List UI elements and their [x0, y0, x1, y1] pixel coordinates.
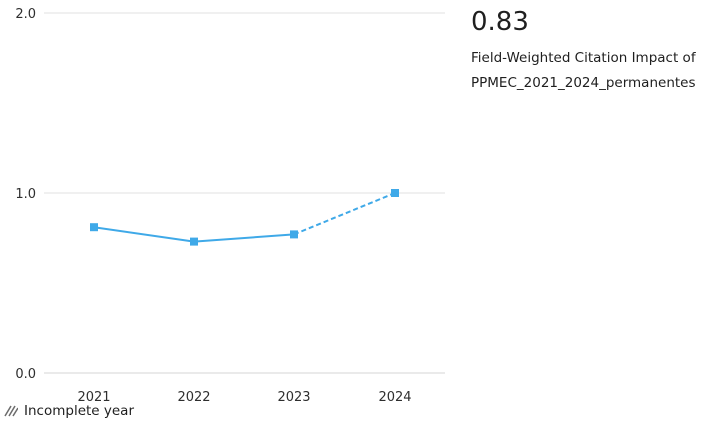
data-point — [290, 230, 298, 239]
y-tick-label: 1.0 — [15, 187, 36, 202]
metric-description: Field-Weighted Citation Impact of PPMEC_… — [471, 50, 696, 91]
data-point — [391, 189, 399, 197]
fwci-line-chart: 0.0 1.0 2.0 2021 2022 2023 2024 — [15, 7, 445, 405]
metric-value: 0.83 — [471, 7, 529, 37]
series-segment — [93, 226, 195, 243]
y-tick-label: 0.0 — [15, 367, 36, 382]
legend-incomplete-year: Incomplete year — [4, 403, 134, 419]
series-lines — [93, 192, 396, 243]
gridlines — [44, 12, 445, 374]
data-point — [190, 237, 198, 246]
hatch-icon — [4, 405, 18, 417]
series-points — [90, 189, 399, 246]
data-point — [90, 223, 98, 232]
y-axis-ticks: 0.0 1.0 2.0 — [15, 7, 36, 382]
x-tick-label: 2024 — [378, 390, 411, 405]
y-tick-label: 2.0 — [15, 7, 36, 22]
metric-summary: 0.83 Field-Weighted Citation Impact of P… — [471, 4, 699, 96]
x-tick-label: 2021 — [77, 390, 110, 405]
series-segment-incomplete — [293, 192, 396, 236]
x-tick-label: 2023 — [277, 390, 310, 405]
series-segment — [193, 233, 295, 243]
legend-label: Incomplete year — [24, 403, 135, 419]
x-tick-label: 2022 — [177, 390, 210, 405]
x-axis-ticks: 2021 2022 2023 2024 — [77, 390, 411, 405]
